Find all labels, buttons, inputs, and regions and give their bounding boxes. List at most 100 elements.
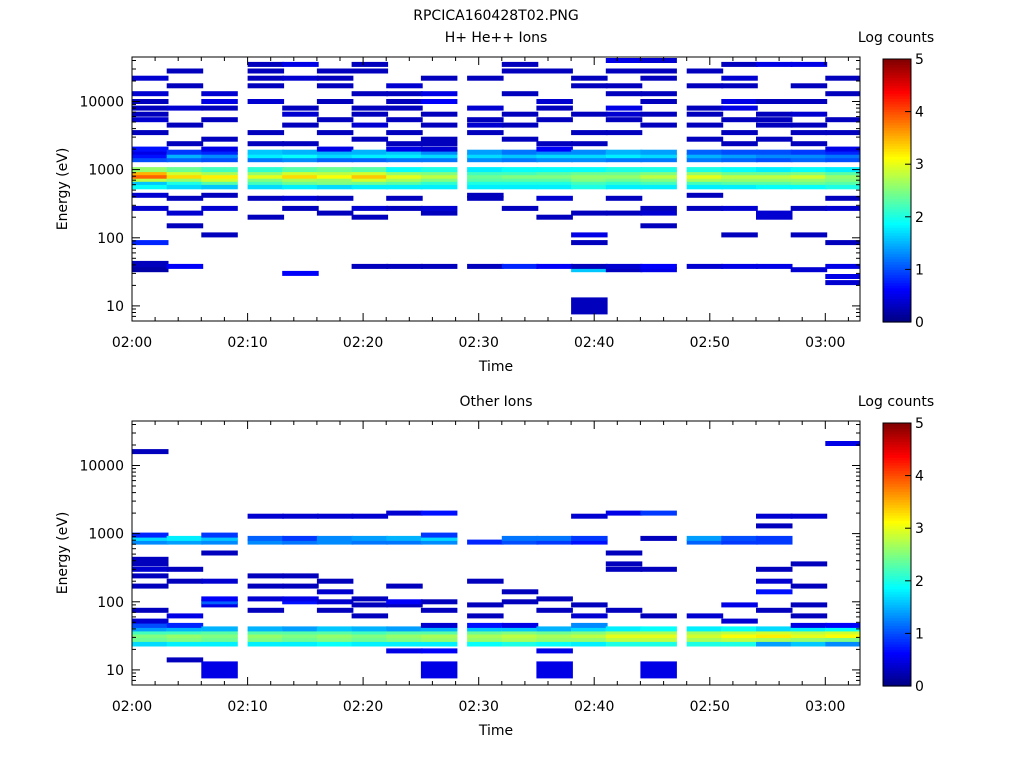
- colorbar-segment: [883, 462, 911, 466]
- heatmap-cell: [420, 153, 458, 159]
- colorbar-segment: [883, 253, 911, 257]
- colorbar-segment: [883, 467, 911, 471]
- colorbar-segment: [883, 224, 911, 228]
- heatmap-cell: [351, 263, 389, 269]
- colorbar-segment: [883, 520, 911, 524]
- heatmap-cell: [420, 263, 458, 269]
- colorbar-tick-label: 0: [915, 679, 924, 695]
- colorbar-segment: [883, 546, 911, 550]
- colorbar-segment: [883, 269, 911, 273]
- heatmap-cell: [166, 629, 204, 635]
- heatmap-cell: [420, 532, 458, 538]
- heatmap-cell: [756, 539, 793, 545]
- heatmap-cell: [132, 157, 169, 163]
- heatmap-cell: [132, 117, 169, 123]
- heatmap-cell: [756, 566, 793, 572]
- colorbar-segment: [883, 143, 911, 147]
- heatmap-cell: [536, 648, 573, 654]
- colorbar-segment: [883, 82, 911, 86]
- colorbar-segment: [883, 604, 911, 608]
- heatmap-cell: [316, 641, 354, 647]
- colorbar-segment: [883, 103, 911, 107]
- heatmap-cell: [721, 157, 758, 163]
- colorbar-segment: [883, 59, 911, 63]
- heatmap-cell: [166, 176, 204, 182]
- heatmap-cell: [640, 184, 677, 190]
- y-tick-label: 10: [106, 299, 124, 315]
- heatmap-cell: [686, 629, 724, 635]
- colorbar-segment: [883, 475, 911, 479]
- heatmap-cell: [166, 210, 204, 216]
- heatmap-cell: [351, 68, 389, 74]
- heatmap-cell: [571, 130, 608, 136]
- heatmap-cell: [351, 539, 389, 545]
- heatmap-cell: [571, 232, 608, 238]
- heatmap-cell: [640, 111, 677, 117]
- colorbar-segment: [883, 145, 911, 150]
- colorbar-segment: [883, 596, 911, 600]
- heatmap-cell: [686, 535, 724, 541]
- colorbar-segment: [883, 486, 911, 490]
- heatmap-cell: [247, 629, 285, 635]
- colorbar-segment: [883, 116, 911, 121]
- heatmap-cell: [721, 61, 758, 67]
- heatmap-cell: [420, 173, 458, 179]
- heatmap-cell: [790, 636, 828, 642]
- heatmap-cell: [132, 99, 169, 104]
- x-tick-label: 02:40: [574, 699, 614, 715]
- colorbar-segment: [883, 264, 911, 268]
- heatmap-cell: [571, 513, 608, 519]
- heatmap-cell: [316, 535, 354, 541]
- heatmap-cell: [351, 91, 389, 97]
- colorbar-segment: [883, 87, 911, 92]
- heatmap-cell: [536, 263, 573, 269]
- colorbar-segment: [883, 664, 911, 669]
- colorbar-segment: [883, 591, 911, 595]
- heatmap-cell: [247, 68, 285, 74]
- colorbar-segment: [883, 575, 911, 579]
- colorbar-segment: [883, 158, 911, 163]
- colorbar-segment: [883, 277, 911, 281]
- heatmap-cell: [132, 91, 169, 97]
- colorbar-tick-label: 5: [915, 52, 924, 68]
- heatmap-cell: [721, 149, 758, 155]
- heatmap-cell: [386, 641, 423, 647]
- heatmap-cell: [756, 589, 793, 595]
- heatmap-cell: [351, 153, 389, 159]
- heatmap-cell: [420, 99, 458, 104]
- heatmap-cell: [571, 149, 608, 155]
- heatmap-cell: [282, 149, 319, 155]
- colorbar-segment: [883, 617, 911, 621]
- colorbar-segment: [883, 61, 911, 65]
- heatmap-cell: [756, 117, 793, 123]
- colorbar-segment: [883, 132, 911, 136]
- heatmap-cell: [756, 167, 793, 173]
- heatmap-cell: [316, 578, 354, 584]
- colorbar-segment: [883, 657, 911, 661]
- heatmap-cell: [282, 633, 319, 638]
- heatmap-cell: [467, 167, 504, 173]
- heatmap-cell: [247, 626, 285, 632]
- heatmap-cell: [825, 146, 860, 152]
- heatmap-cell: [132, 636, 169, 642]
- colorbar-segment: [883, 77, 911, 81]
- colorbar-segment: [883, 245, 911, 249]
- heatmap-cell: [132, 149, 169, 155]
- heatmap-cell: [351, 149, 389, 155]
- colorbar-segment: [883, 240, 911, 244]
- heatmap-cell: [201, 629, 238, 635]
- heatmap-cell: [640, 176, 677, 182]
- heatmap-cell: [721, 263, 758, 269]
- heatmap-cell: [571, 157, 608, 163]
- colorbar-segment: [883, 438, 911, 443]
- heatmap-cell: [790, 149, 828, 155]
- heatmap-cell: [166, 657, 204, 663]
- colorbar-segment: [883, 298, 911, 302]
- heatmap-cells: [132, 441, 860, 679]
- heatmap-cell: [790, 141, 828, 147]
- heatmap-cell: [247, 83, 285, 89]
- heatmap-cell: [790, 176, 828, 182]
